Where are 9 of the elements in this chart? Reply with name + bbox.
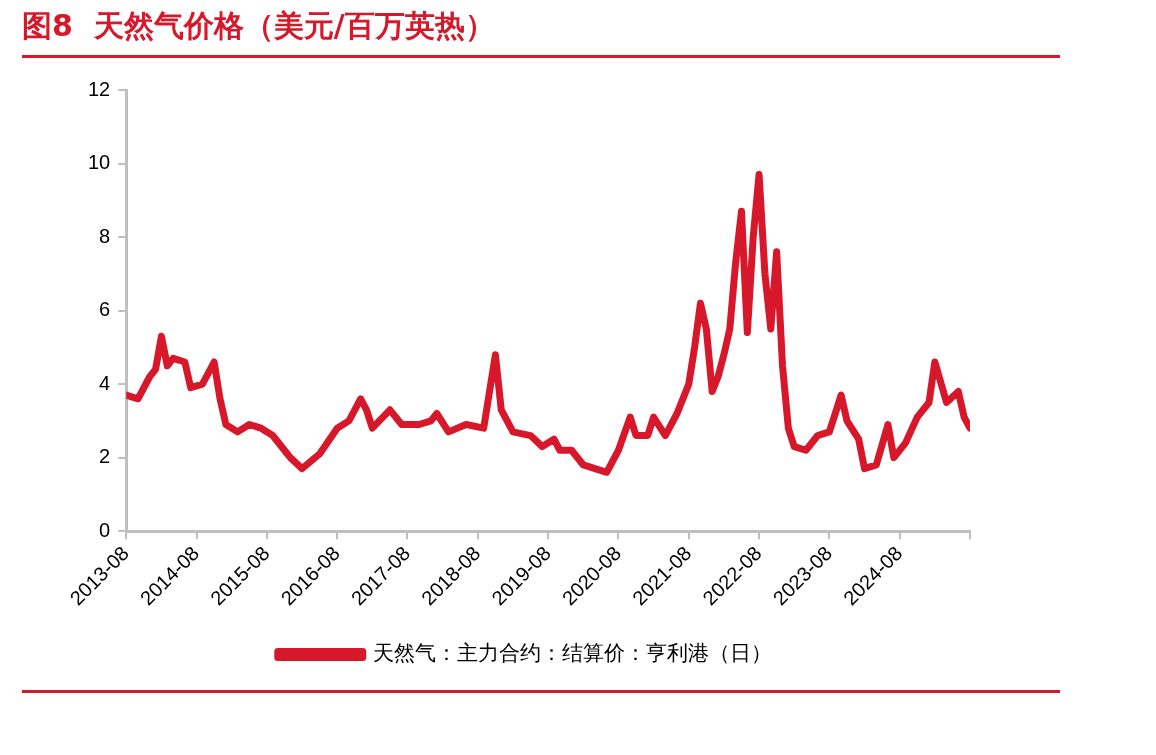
y-tick-label: 8 [99,224,111,247]
y-tick-label: 10 [88,151,111,174]
y-tick-label: 0 [99,518,111,541]
y-tick-label: 12 [88,77,111,100]
y-tick-label: 4 [99,371,111,394]
chart-title: 图8 天然气价格（美元/百万英热） [22,7,495,45]
y-tick-label: 2 [99,445,111,468]
legend-label: 天然气：主力合约：结算价：亨利港（日） [373,641,773,665]
y-tick-label: 6 [99,298,111,321]
